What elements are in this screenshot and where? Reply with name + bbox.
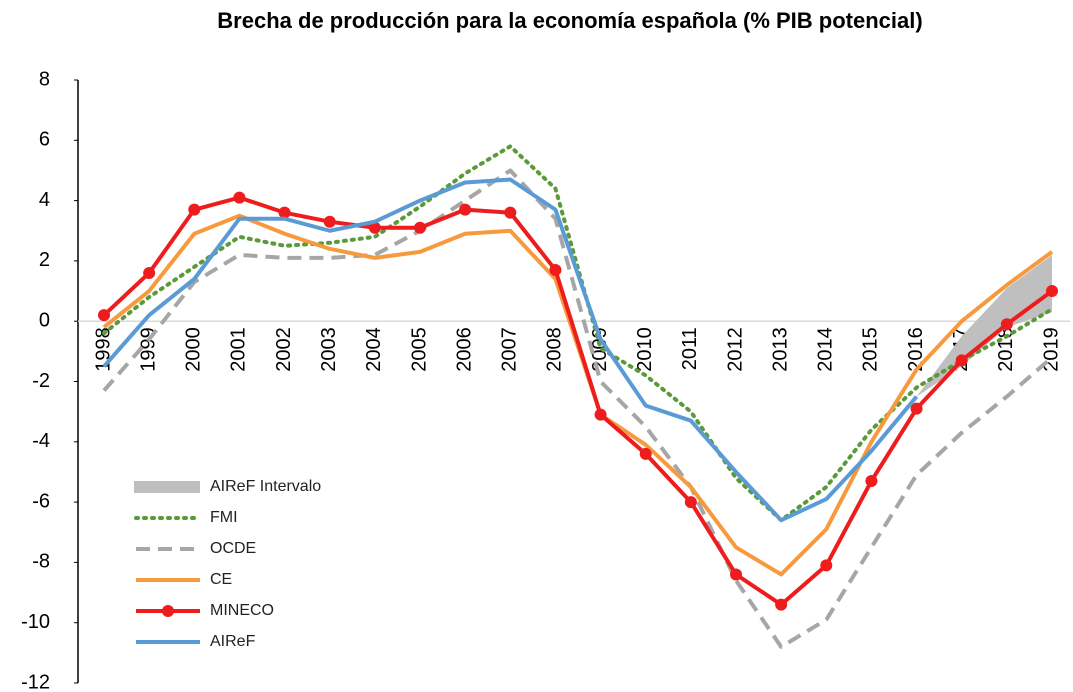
y-tick-label: 4 (39, 189, 50, 211)
data-point (233, 191, 246, 204)
x-tick-label: 2010 (634, 327, 656, 372)
x-tick-label: 2002 (273, 327, 295, 372)
y-tick-label: 8 (39, 68, 50, 90)
data-point (414, 221, 426, 234)
x-tick-label: 2003 (318, 327, 340, 372)
legend-label: OCDE (210, 540, 256, 557)
x-tick-label: 2008 (544, 327, 566, 372)
x-tick-label: 2004 (363, 327, 385, 372)
data-point (775, 598, 788, 611)
x-tick-label: 1999 (137, 327, 159, 372)
data-point (98, 309, 110, 322)
series-line (102, 195, 1054, 607)
x-tick-label: 2012 (724, 327, 746, 372)
y-tick-label: 2 (39, 249, 50, 271)
legend-label: MINECO (210, 602, 274, 619)
data-point (955, 354, 968, 367)
data-point (594, 408, 607, 421)
y-tick-label: -2 (32, 370, 50, 392)
data-point (1000, 318, 1013, 331)
y-tick-label: -6 (32, 490, 50, 512)
interval-band (916, 254, 1052, 397)
data-point (368, 221, 381, 234)
y-tick-label: -8 (32, 551, 50, 573)
x-tick-label: 2009 (589, 327, 611, 372)
data-point (910, 402, 923, 415)
x-tick-label: 2014 (815, 327, 837, 372)
data-point (323, 215, 336, 228)
legend-marker (162, 605, 174, 617)
y-tick-label: -4 (32, 430, 50, 452)
series-line (102, 177, 919, 523)
data-point (504, 206, 517, 219)
x-tick-label: 2011 (679, 327, 701, 370)
legend-swatch (134, 481, 200, 493)
data-point (820, 559, 833, 572)
data-point (278, 206, 291, 219)
y-tick-label: 6 (39, 129, 50, 151)
legend-label: CE (210, 571, 232, 588)
data-point (684, 496, 697, 509)
x-tick-label: 2005 (408, 327, 430, 372)
y-tick-label: -10 (21, 611, 50, 633)
legend-label: AIReF Intervalo (210, 478, 321, 495)
data-point (639, 447, 652, 460)
data-point (143, 266, 156, 279)
x-tick-label: 2015 (860, 327, 882, 372)
legend-label: FMI (210, 509, 238, 526)
data-point (549, 263, 562, 276)
x-tick-label: 2000 (183, 327, 205, 372)
data-point (1046, 285, 1058, 298)
data-point (188, 203, 201, 216)
chart-title: Brecha de producción para la economía es… (217, 8, 922, 33)
x-tick-label: 2016 (905, 327, 927, 372)
legend-label: AIReF (210, 633, 256, 650)
x-tick-label: 2001 (228, 327, 250, 372)
x-tick-label: 2013 (769, 327, 791, 372)
data-point (459, 203, 472, 216)
data-point (865, 474, 878, 487)
y-tick-label: 0 (39, 309, 50, 331)
series-line (102, 168, 1054, 649)
x-tick-label: 2006 (453, 327, 475, 372)
data-point (730, 568, 742, 581)
x-tick-label: 2007 (499, 327, 521, 372)
y-tick-label: -12 (21, 671, 50, 692)
